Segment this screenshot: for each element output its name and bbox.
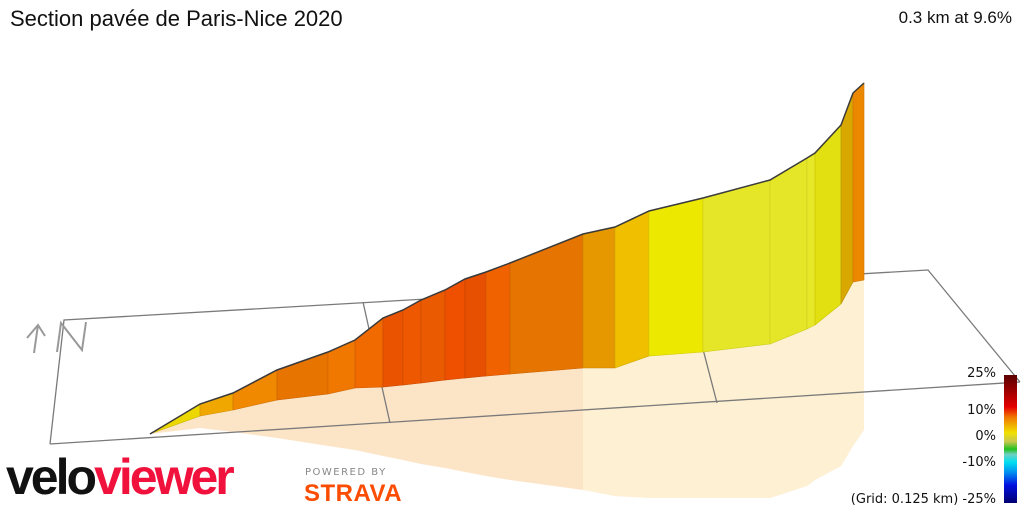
logo-velo: velo xyxy=(6,449,97,505)
veloviewer-logo[interactable]: veloviewer xyxy=(6,449,235,505)
legend-label-25: 25% xyxy=(967,366,996,381)
logo-viewer: viewer xyxy=(94,449,235,505)
page-title: Section pavée de Paris-Nice 2020 xyxy=(10,6,343,31)
legend-label-10: 10% xyxy=(967,403,996,418)
climb-summary: 0.3 km at 9.6% xyxy=(898,8,1012,27)
legend-label-0: 0% xyxy=(975,429,996,444)
gradient-legend: 25% 10% 0% -10% (Grid: 0.125 km) -25% xyxy=(824,366,1024,512)
powered-by-label: POWERED BY xyxy=(305,467,387,478)
profile-top-edge xyxy=(149,82,865,435)
gradient-color-bar xyxy=(1004,375,1017,503)
legend-label-minus10: -10% xyxy=(962,455,996,470)
legend-label-minus25-grid: (Grid: 0.125 km) -25% xyxy=(850,492,996,507)
north-arrow-icon xyxy=(26,320,87,354)
strava-logo[interactable]: STRAVA xyxy=(304,480,403,507)
